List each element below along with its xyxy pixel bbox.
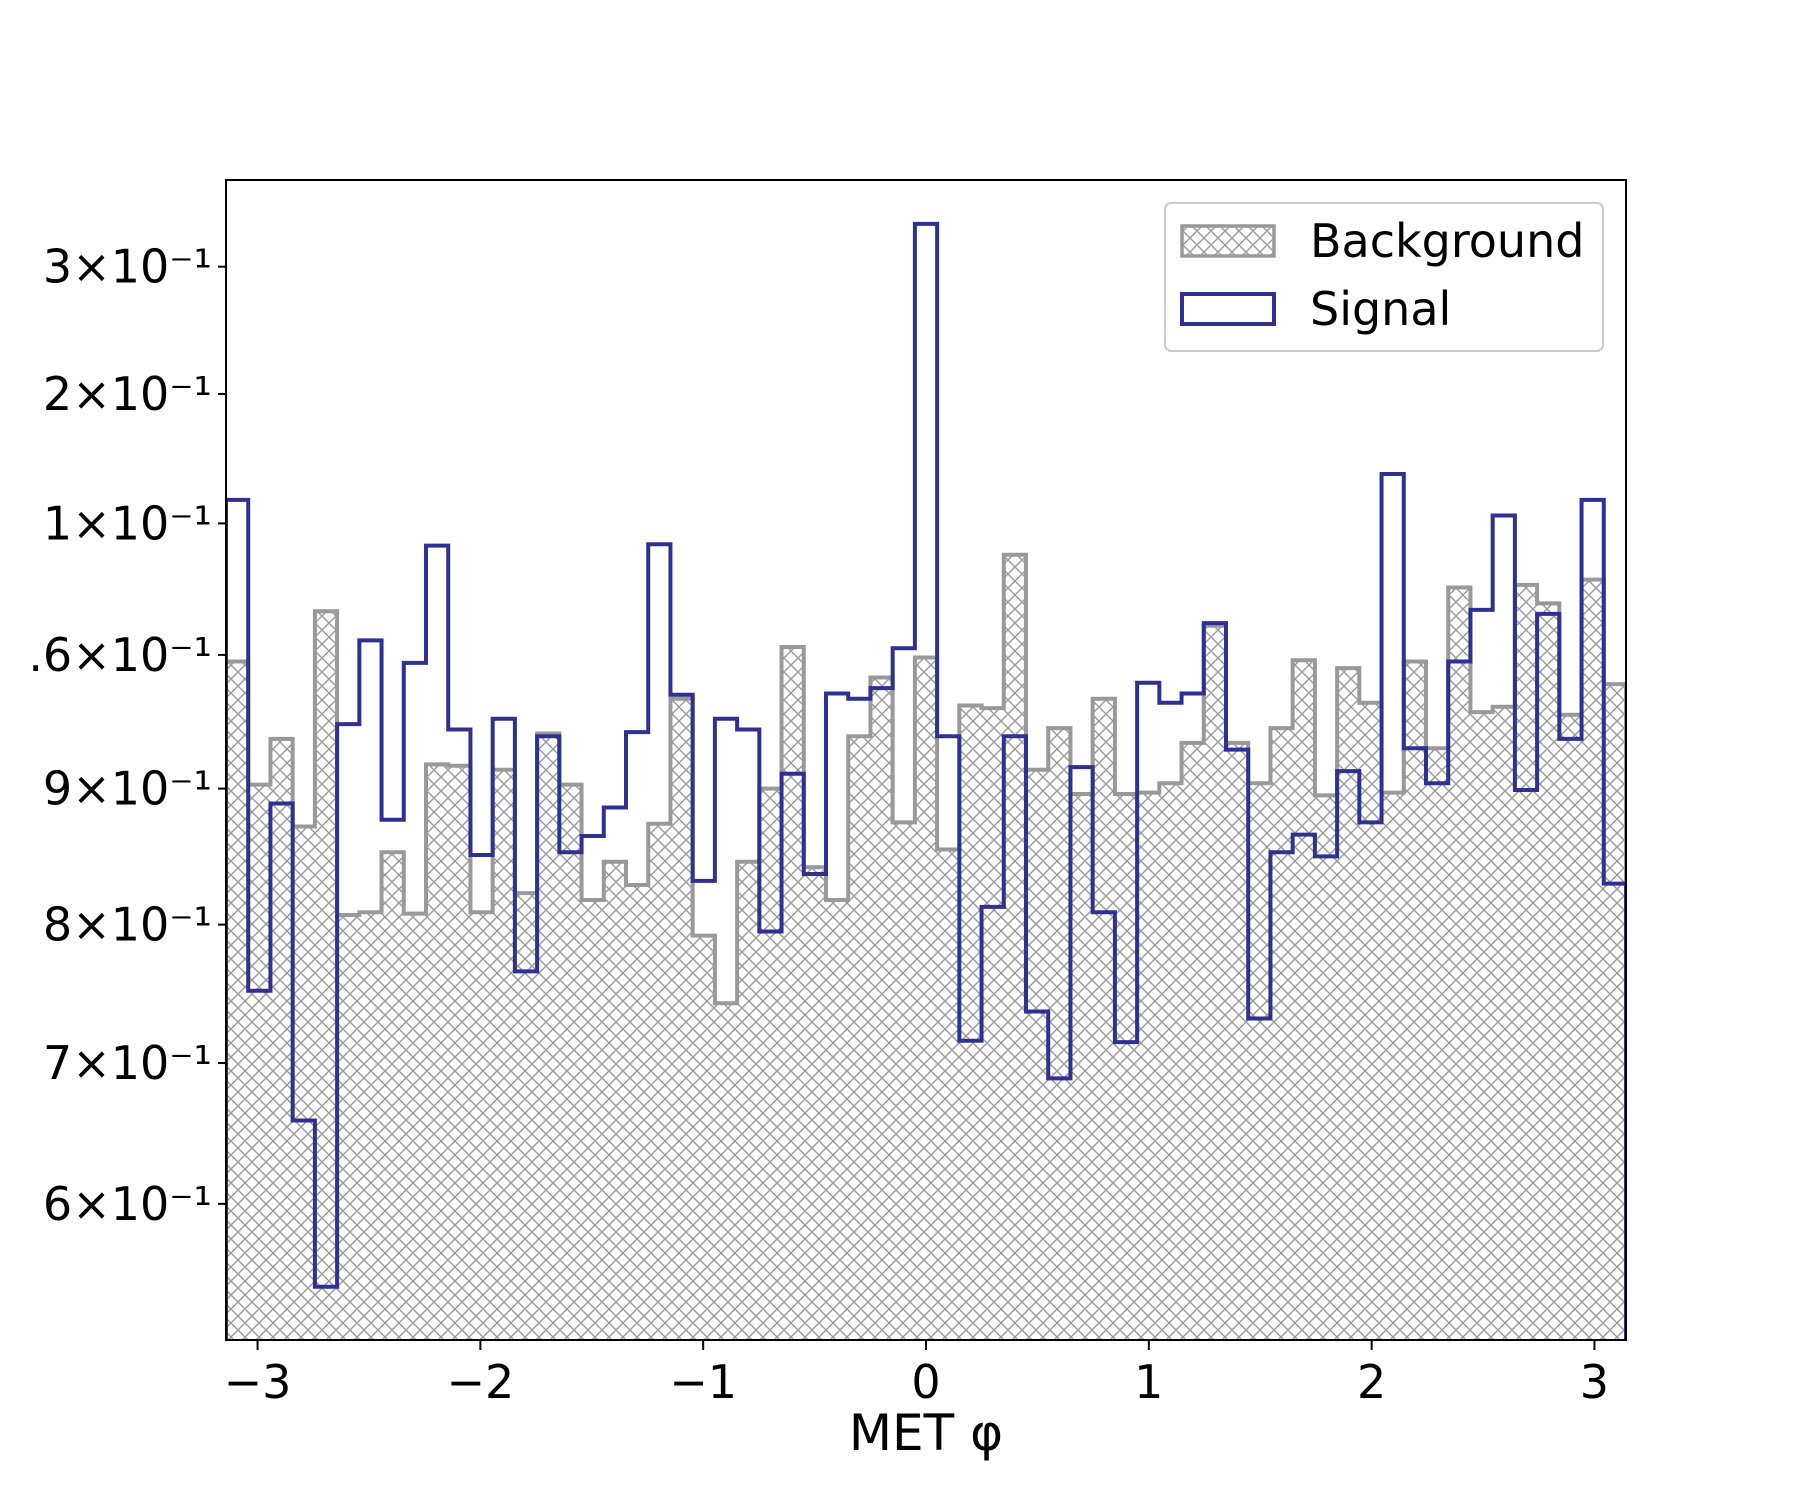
background-bar — [1137, 792, 1160, 1340]
background-bar — [603, 861, 627, 1340]
background-bar — [1559, 714, 1583, 1340]
background-bar — [1070, 794, 1094, 1340]
background-bar — [1426, 748, 1449, 1340]
background-bar — [1226, 742, 1249, 1340]
background-bar — [270, 738, 294, 1340]
background-outline — [226, 552, 1626, 1340]
background-bar — [337, 915, 360, 1340]
background-bar — [1203, 625, 1227, 1340]
background-bar — [359, 912, 383, 1340]
background-bar — [1359, 702, 1383, 1340]
background-bar — [737, 861, 760, 1340]
x-tick-label: 3 — [1580, 1355, 1609, 1409]
x-axis: −3 −2 −1 0 1 2 3 — [224, 1340, 1609, 1409]
legend-label-signal: Signal — [1310, 282, 1451, 336]
legend-swatch-signal — [1180, 292, 1276, 326]
background-bar — [1381, 792, 1405, 1340]
background-bar — [448, 765, 471, 1340]
legend-swatch-background — [1180, 224, 1276, 258]
background-bar — [1114, 794, 1138, 1340]
x-tick-label: −2 — [446, 1355, 514, 1409]
background-bar — [1048, 728, 1071, 1340]
background-bar — [848, 736, 871, 1340]
background-bar — [381, 852, 405, 1340]
legend-label-background: Background — [1310, 214, 1584, 268]
background-bar — [292, 826, 316, 1340]
background-bar — [1270, 728, 1294, 1340]
background-bar — [1603, 684, 1626, 1340]
background-bar — [959, 705, 983, 1340]
bars-layer — [226, 552, 1626, 1340]
x-tick-label: −1 — [669, 1355, 737, 1409]
x-tick-label: 1 — [1134, 1355, 1163, 1409]
background-bar — [937, 849, 960, 1340]
background-bar — [759, 788, 783, 1340]
y-tick-label: 9×10⁻¹ — [43, 762, 212, 816]
background-bar — [1492, 706, 1516, 1340]
y-axis: 6×10⁻¹ 7×10⁻¹ 8×10⁻¹ 9×10⁻¹ .6×10⁻¹ 1×10⁻¹ 2×1… — [28, 240, 226, 1231]
background-bar — [714, 1003, 738, 1340]
background-bar — [670, 698, 694, 1340]
background-bar — [1026, 769, 1049, 1340]
x-tick-label: −3 — [224, 1355, 292, 1409]
y-tick-label: 2×10⁻¹ — [43, 367, 212, 421]
background-bar — [692, 935, 716, 1340]
background-bar — [1537, 603, 1560, 1340]
background-bar — [1092, 698, 1116, 1340]
background-bar — [1003, 554, 1027, 1340]
x-tick-label: 0 — [911, 1355, 940, 1409]
y-tick-label: 7×10⁻¹ — [43, 1036, 212, 1090]
background-bar — [981, 708, 1005, 1340]
background-bar — [514, 893, 538, 1340]
background-bar — [1448, 587, 1471, 1340]
background-bar — [492, 769, 516, 1340]
background-bar — [1470, 712, 1494, 1340]
signal-step-line — [226, 221, 1626, 1340]
background-bar — [1337, 668, 1360, 1340]
legend: Background Signal — [1164, 202, 1604, 352]
y-tick-label: 3×10⁻¹ — [43, 240, 212, 294]
background-bar — [403, 913, 427, 1340]
background-bar — [892, 822, 916, 1340]
background-bar — [559, 784, 583, 1340]
background-bar — [537, 733, 560, 1340]
background-bar — [1181, 742, 1205, 1340]
y-tick-label: .6×10⁻¹ — [28, 628, 212, 682]
background-bar — [870, 677, 894, 1340]
background-bar — [1159, 783, 1183, 1340]
y-tick-label: 1×10⁻¹ — [43, 496, 212, 550]
y-tick-label: 8×10⁻¹ — [43, 898, 212, 952]
background-bar — [1403, 661, 1427, 1340]
background-bar — [1581, 579, 1605, 1340]
background-bar — [1514, 584, 1538, 1340]
y-tick-label: 6×10⁻¹ — [43, 1177, 212, 1231]
background-bar — [581, 899, 605, 1340]
background-bar — [914, 657, 938, 1340]
background-bar — [1292, 660, 1316, 1340]
background-bar — [226, 661, 249, 1340]
background-bar — [1314, 795, 1338, 1340]
background-bar — [626, 884, 649, 1340]
x-tick-label: 2 — [1357, 1355, 1386, 1409]
signal-layer — [226, 221, 1626, 1340]
background-bar — [314, 611, 338, 1340]
x-axis-label: MET φ — [849, 1404, 1003, 1462]
background-bar — [426, 764, 449, 1340]
background-bar — [803, 867, 827, 1340]
background-bar — [1248, 783, 1271, 1340]
background-bar — [470, 912, 494, 1340]
background-bar — [826, 899, 849, 1340]
background-bar — [648, 823, 671, 1340]
background-bar — [248, 784, 271, 1340]
background-bar — [781, 646, 805, 1340]
